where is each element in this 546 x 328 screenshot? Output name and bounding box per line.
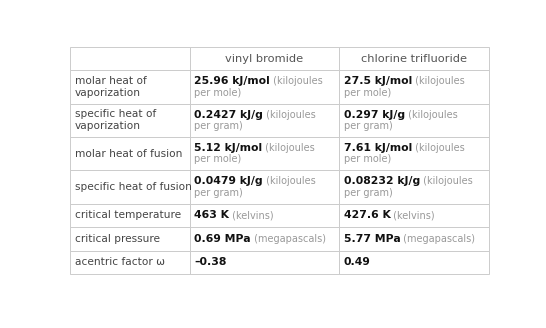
Text: per mole): per mole) [194,154,241,164]
Text: (kelvins): (kelvins) [229,210,274,220]
Text: per gram): per gram) [194,188,243,197]
Text: 0.49: 0.49 [343,257,370,267]
Text: per mole): per mole) [343,88,391,97]
Text: 427.6 K: 427.6 K [343,210,390,220]
Text: 5.77 MPa: 5.77 MPa [343,234,400,244]
Text: (kilojoules: (kilojoules [263,110,316,119]
Text: 0.297 kJ/g: 0.297 kJ/g [343,110,405,119]
Bar [70,170,190,203]
Text: (kilojoules: (kilojoules [270,76,323,86]
Text: critical pressure: critical pressure [75,234,159,244]
Text: (kilojoules: (kilojoules [412,76,465,86]
Bar [190,47,339,70]
Text: per mole): per mole) [194,88,241,97]
Text: molar heat of fusion: molar heat of fusion [75,149,182,158]
Text: (kilojoules: (kilojoules [262,143,315,153]
Text: –0.38: –0.38 [194,257,227,267]
Bar [190,203,339,227]
Bar [190,251,339,274]
Bar [190,104,339,137]
Text: 25.96 kJ/mol: 25.96 kJ/mol [194,76,270,86]
Text: (kelvins): (kelvins) [390,210,435,220]
Bar [70,104,190,137]
Text: acentric factor ω: acentric factor ω [75,257,164,267]
Bar [339,251,489,274]
Bar [339,227,489,251]
Text: 463 K: 463 K [194,210,229,220]
Bar [339,104,489,137]
Bar [190,227,339,251]
Bar [339,170,489,203]
Bar [339,47,489,70]
Text: molar heat of
vaporization: molar heat of vaporization [75,76,146,98]
Text: (kilojoules: (kilojoules [263,176,316,186]
Text: specific heat of
vaporization: specific heat of vaporization [75,109,156,132]
Text: (megapascals): (megapascals) [400,234,475,244]
Bar [190,170,339,203]
Text: per mole): per mole) [343,154,391,164]
Text: per gram): per gram) [194,121,243,131]
Text: vinyl bromide: vinyl bromide [225,53,304,64]
Bar [339,70,489,104]
Bar [70,227,190,251]
Text: 0.08232 kJ/g: 0.08232 kJ/g [343,176,420,186]
Text: chlorine trifluoride: chlorine trifluoride [361,53,467,64]
Text: (kilojoules: (kilojoules [405,110,458,119]
Text: critical temperature: critical temperature [75,210,181,220]
Text: 0.69 MPa: 0.69 MPa [194,234,251,244]
Bar [339,137,489,170]
Text: 0.0479 kJ/g: 0.0479 kJ/g [194,176,263,186]
Bar [70,137,190,170]
Text: 0.2427 kJ/g: 0.2427 kJ/g [194,110,263,119]
Bar [70,203,190,227]
Bar [190,137,339,170]
Text: (kilojoules: (kilojoules [412,143,465,153]
Text: (megapascals): (megapascals) [251,234,325,244]
Bar [190,70,339,104]
Bar [339,203,489,227]
Bar [70,47,190,70]
Text: (kilojoules: (kilojoules [420,176,472,186]
Bar [70,70,190,104]
Text: 27.5 kJ/mol: 27.5 kJ/mol [343,76,412,86]
Text: 5.12 kJ/mol: 5.12 kJ/mol [194,143,262,153]
Text: per gram): per gram) [343,121,392,131]
Text: specific heat of fusion: specific heat of fusion [75,182,192,192]
Bar [70,251,190,274]
Text: 7.61 kJ/mol: 7.61 kJ/mol [343,143,412,153]
Text: per gram): per gram) [343,188,392,197]
